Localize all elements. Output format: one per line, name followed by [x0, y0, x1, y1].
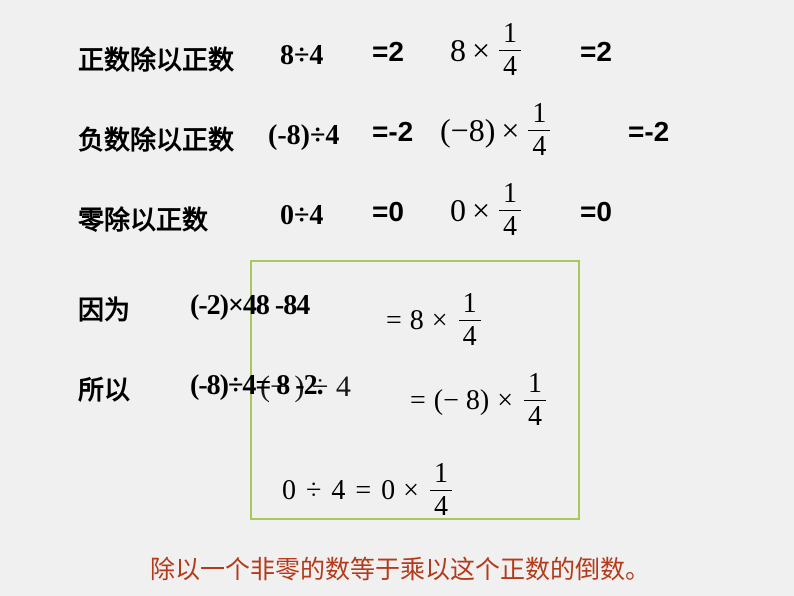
row3-result2: =0 — [580, 196, 612, 228]
row6-eq: 0 ÷ 4 = 0 × 1 4 — [282, 460, 455, 521]
row5-eq2: = (− 8) × 1 4 — [402, 370, 549, 431]
row1-result2: =2 — [580, 36, 612, 68]
conclusion-text: 除以一个非零的数等于乘以这个正数的倒数。 — [150, 550, 650, 586]
row4-expr: (-2)×48 -84 — [190, 290, 309, 322]
row2-math: (−8) × 1 4 — [440, 100, 553, 161]
row1-label: 正数除以正数 — [78, 40, 234, 77]
row3-math: 0 × 1 4 — [450, 180, 524, 241]
row1-expr: 8÷4 — [280, 40, 323, 72]
row5-label: 所以 — [78, 370, 130, 407]
row3-label: 零除以正数 — [78, 200, 208, 237]
row3-result1: =0 — [372, 196, 404, 228]
row3-expr: 0÷4 — [280, 200, 323, 232]
row4-eq: = 8 × 1 4 — [378, 290, 484, 351]
row5-expr: (-8)÷4= 8 -2. — [190, 370, 323, 402]
row1-math: 8 × 1 4 — [450, 20, 524, 81]
row1-result1: =2 — [372, 36, 404, 68]
row4-label: 因为 — [78, 290, 130, 327]
row2-expr: (-8)÷4 — [268, 120, 339, 152]
row2-result1: =-2 — [372, 116, 413, 148]
row2-result2: =-2 — [628, 116, 669, 148]
row2-label: 负数除以正数 — [78, 120, 234, 157]
